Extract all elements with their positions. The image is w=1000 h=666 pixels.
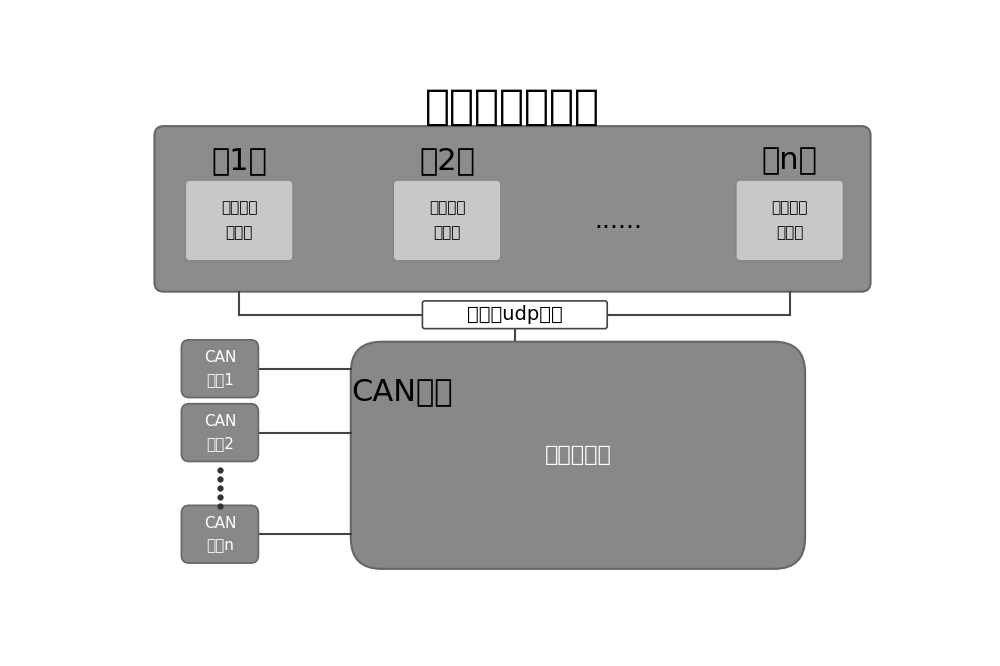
Text: 本发明装置: 本发明装置 — [545, 446, 611, 466]
Text: 底层控制
电路板: 底层控制 电路板 — [429, 200, 465, 240]
FancyBboxPatch shape — [185, 180, 293, 261]
FancyBboxPatch shape — [422, 301, 607, 328]
Text: 底层控制
电路板: 底层控制 电路板 — [221, 200, 257, 240]
Text: CAN
设备n: CAN 设备n — [204, 515, 236, 553]
Text: 第n路: 第n路 — [762, 147, 818, 175]
FancyBboxPatch shape — [181, 505, 258, 563]
FancyBboxPatch shape — [393, 180, 501, 261]
Text: 以太网udp通讯: 以太网udp通讯 — [467, 305, 563, 324]
FancyBboxPatch shape — [154, 126, 871, 292]
FancyBboxPatch shape — [736, 180, 844, 261]
FancyBboxPatch shape — [351, 342, 805, 569]
Text: CAN
设切2: CAN 设切2 — [204, 414, 236, 451]
FancyBboxPatch shape — [181, 404, 258, 462]
FancyBboxPatch shape — [181, 340, 258, 398]
Text: 第2路: 第2路 — [419, 147, 475, 175]
Text: 底层控制
电路板: 底层控制 电路板 — [771, 200, 808, 240]
Text: 充放电测试设备: 充放电测试设备 — [425, 86, 600, 128]
Text: ......: ...... — [594, 209, 642, 233]
Text: 第1路: 第1路 — [211, 147, 267, 175]
Text: CAN
设切1: CAN 设切1 — [204, 350, 236, 387]
Text: CAN总线: CAN总线 — [351, 377, 452, 406]
